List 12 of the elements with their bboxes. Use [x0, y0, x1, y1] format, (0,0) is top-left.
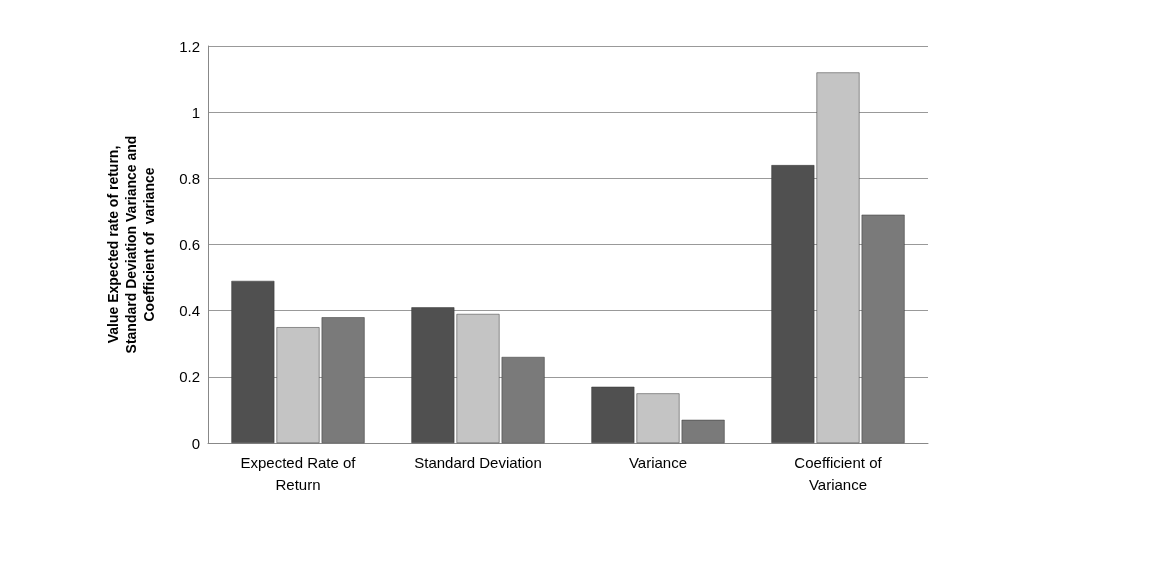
x-tick-label: Expected Rate of Return — [240, 453, 357, 493]
y-tick-label: 0.4 — [179, 302, 200, 320]
y-tick-label: 0.6 — [179, 236, 200, 253]
y-tick-label: 0 — [191, 434, 200, 452]
y-axis-title: Value Expected rate of return, Standard Deviation Variance and Coefficient of variance — [105, 135, 157, 354]
y-tick-label: 1 — [191, 103, 200, 121]
x-tick-label: Variance — [628, 453, 688, 471]
y-tick-label: 0.2 — [179, 368, 200, 386]
y-tick-label: 0.8 — [179, 169, 200, 187]
x-tick-label: Coefficient of Variance — [794, 453, 883, 493]
y-tick-label: 1.2 — [179, 37, 200, 55]
x-tick-label: Standard Deviation — [414, 453, 542, 471]
